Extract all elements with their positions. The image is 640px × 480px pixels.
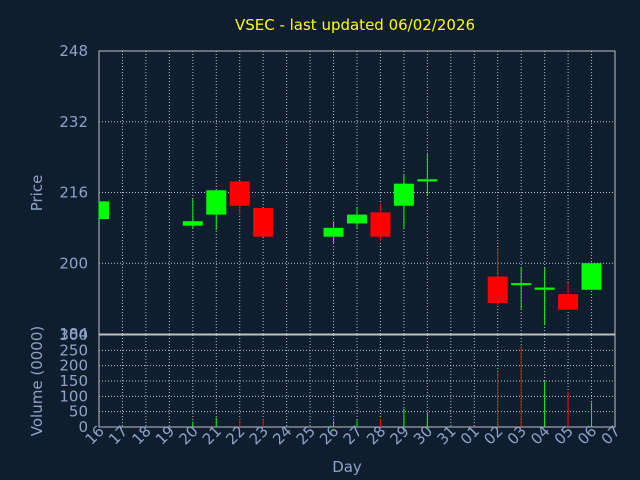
candle-body (511, 283, 532, 286)
day-tick-label: 05 (551, 422, 577, 448)
day-tick-label: 29 (387, 422, 413, 448)
volume-tick-label: 100 (59, 387, 88, 405)
day-tick-labels: 1617181920212223242526272829303101020304… (82, 422, 624, 448)
day-tick-label: 22 (222, 422, 248, 448)
day-tick-label: 07 (598, 422, 624, 448)
candle-body (99, 201, 109, 220)
price-tick-label: 248 (59, 42, 88, 60)
price-frame (98, 50, 616, 335)
price-tick-label: 232 (59, 113, 88, 131)
candle-body (253, 207, 274, 237)
candle-body (370, 212, 391, 237)
price-tick-label: 184 (59, 325, 88, 343)
day-tick-label: 04 (527, 422, 553, 448)
candle-body (347, 214, 367, 224)
volume-tick-label: 50 (69, 403, 88, 421)
candle-body (393, 183, 414, 206)
volume-tick-label: 150 (59, 372, 88, 390)
candle-body (206, 190, 227, 215)
day-tick-label: 21 (199, 422, 225, 448)
day-tick-label: 20 (175, 422, 201, 448)
day-tick-label: 24 (269, 422, 295, 448)
candle-body (487, 276, 508, 304)
day-tick-label: 23 (246, 422, 272, 448)
day-tick-label: 31 (433, 422, 459, 448)
day-tick-label: 01 (457, 422, 483, 448)
candle-body (417, 179, 438, 182)
day-tick-label: 26 (316, 422, 342, 448)
day-tick-label: 25 (293, 422, 319, 448)
day-tick-label: 06 (574, 422, 600, 448)
day-tick-label: 18 (129, 422, 155, 448)
day-tick-label: 27 (340, 422, 366, 448)
candle-body (229, 181, 250, 206)
price-tick-label: 200 (59, 254, 88, 272)
day-axis-label: Day (332, 458, 362, 476)
candle-body (323, 227, 344, 237)
volume-tick-label: 300 (59, 326, 88, 344)
price-panel: 184 200 216 232 248 (59, 42, 616, 343)
day-tick-label: 17 (105, 422, 131, 448)
price-axis-label: Price (28, 175, 46, 212)
volume-tick-label: 0 (78, 418, 88, 436)
volume-tick-label: 250 (59, 341, 88, 359)
day-tick-label: 30 (410, 422, 436, 448)
candle-body (581, 263, 602, 290)
day-tick-label: 28 (363, 422, 389, 448)
candle-body (534, 287, 555, 290)
price-tick-label: 216 (59, 184, 88, 202)
day-tick-label: 02 (480, 422, 506, 448)
chart-title: VSEC - last updated 06/02/2026 (235, 16, 475, 34)
day-tick-label: 19 (152, 422, 178, 448)
candle-body (558, 294, 579, 310)
candle-body (182, 221, 203, 226)
volume-tick-label: 200 (59, 357, 88, 375)
day-tick-label: 03 (504, 422, 530, 448)
volume-axis-label: Volume (0000) (28, 326, 46, 436)
